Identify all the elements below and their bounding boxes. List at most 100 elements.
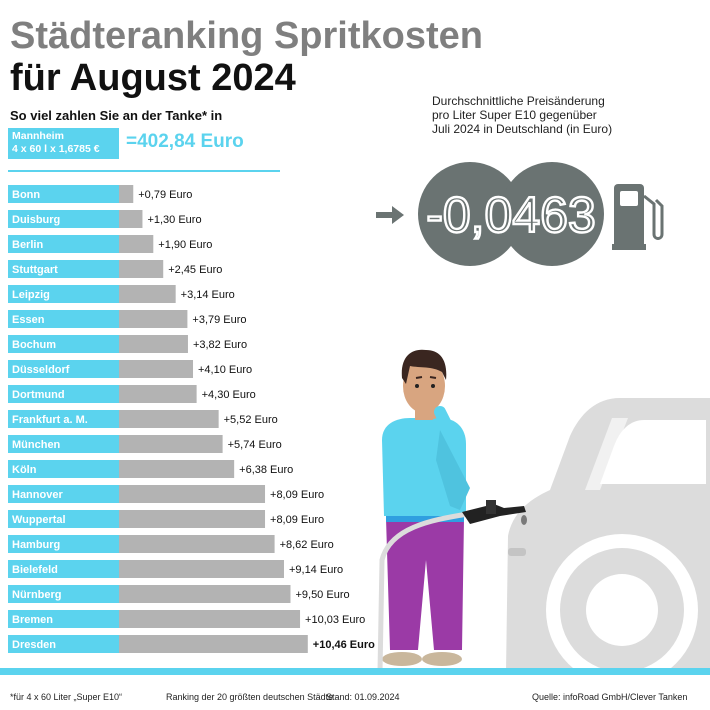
fuel-nozzle-icon (377, 500, 527, 673)
city-label: Düsseldorf (12, 364, 70, 376)
city-label: Bochum (12, 339, 56, 351)
city-label-box (8, 335, 119, 353)
value-label: +10,46 Euro (313, 639, 375, 651)
person-illustration (382, 349, 470, 666)
city-label-box (8, 185, 119, 203)
bar (119, 460, 235, 478)
city-label-box (8, 285, 119, 303)
city-label: Frankfurt a. M. (12, 414, 88, 426)
value-label: +5,52 Euro (224, 414, 278, 426)
price-change-description: Durchschnittliche Preisänderung pro Lite… (432, 94, 632, 136)
price-change-line-2: pro Liter Super E10 gegenüber (432, 108, 597, 122)
city-label: Berlin (12, 239, 43, 251)
bar-row: Bielefeld +9,14 Euro (8, 560, 343, 578)
bar-row: Frankfurt a. M. +5,52 Euro (8, 410, 278, 428)
bar (119, 635, 308, 653)
bar (119, 410, 219, 428)
bar (119, 310, 188, 328)
bar (119, 285, 176, 303)
city-label: Dresden (12, 639, 56, 651)
city-label: Dortmund (12, 389, 65, 401)
price-change-value: -0,0463 (426, 187, 596, 243)
bar-row: Berlin +1,90 Euro (8, 235, 212, 253)
baseline-city: Mannheim (12, 130, 64, 142)
baseline-box: Mannheim 4 x 60 l x 1,6785 € (8, 128, 119, 159)
title-line-1: Städteranking Spritkosten (10, 15, 483, 57)
bar (119, 435, 223, 453)
value-label: +1,90 Euro (158, 239, 212, 251)
value-label: +9,14 Euro (289, 564, 343, 576)
bar-row: Duisburg +1,30 Euro (8, 210, 202, 228)
bar-row: Bochum +3,82 Euro (8, 335, 247, 353)
city-label: München (12, 439, 61, 451)
city-label-box (8, 510, 119, 528)
bar-row: Hannover +8,09 Euro (8, 485, 324, 503)
city-label: Wuppertal (12, 514, 66, 526)
city-label-box (8, 360, 119, 378)
bar (119, 610, 301, 628)
value-label: +6,38 Euro (239, 464, 293, 476)
car-illustration (506, 398, 710, 686)
ranking-note: Ranking der 20 größten deutschen Städte (166, 692, 334, 702)
bar-row: Dresden +10,46 Euro (8, 635, 375, 653)
city-label: Köln (12, 464, 37, 476)
arrow-right-icon (376, 206, 404, 224)
title-line-2: für August 2024 (10, 57, 296, 99)
city-label: Hamburg (12, 539, 60, 551)
city-label: Bremen (12, 614, 53, 626)
city-label: Stuttgart (12, 264, 58, 276)
value-label: +8,09 Euro (270, 489, 324, 501)
price-display: -0,0463 (418, 162, 604, 266)
value-label: +4,30 Euro (202, 389, 256, 401)
bar (119, 385, 197, 403)
value-label: +8,62 Euro (280, 539, 334, 551)
city-label: Leipzig (12, 289, 50, 301)
bar (119, 535, 275, 553)
value-label: +3,14 Euro (181, 289, 235, 301)
value-label: +4,10 Euro (198, 364, 252, 376)
city-label-box (8, 385, 119, 403)
bar (119, 335, 188, 353)
bar (119, 235, 154, 253)
city-label-box (8, 560, 119, 578)
bar (119, 560, 284, 578)
city-label-box (8, 585, 119, 603)
city-label: Nürnberg (12, 589, 62, 601)
price-change-line-1: Durchschnittliche Preisänderung (432, 94, 605, 108)
bar-row: Dortmund +4,30 Euro (8, 385, 256, 403)
baseline-calculation: 4 x 60 l x 1,6785 € (12, 143, 100, 155)
bar (119, 260, 164, 278)
baseline-total: =402,84 Euro (126, 131, 244, 152)
date-note: Stand: 01.09.2024 (326, 692, 400, 702)
bar-row: Düsseldorf +4,10 Euro (8, 360, 252, 378)
city-label-box (8, 485, 119, 503)
bar-row: Hamburg +8,62 Euro (8, 535, 334, 553)
bar-row: Wuppertal +8,09 Euro (8, 510, 324, 528)
bar-row: Nürnberg +9,50 Euro (8, 585, 350, 603)
city-label-box (8, 410, 119, 428)
city-label-box (8, 535, 119, 553)
city-label-box (8, 235, 119, 253)
city-label: Duisburg (12, 214, 60, 226)
bar-row: Stuttgart +2,45 Euro (8, 260, 222, 278)
city-label: Bonn (12, 189, 40, 201)
footer-accent-line (0, 668, 710, 675)
value-label: +3,82 Euro (193, 339, 247, 351)
value-label: +10,03 Euro (305, 614, 365, 626)
bar-row: Essen +3,79 Euro (8, 310, 247, 328)
bar (119, 485, 266, 503)
city-label-box (8, 210, 119, 228)
bar-row: Leipzig +3,14 Euro (8, 285, 235, 303)
source-note: Quelle: infoRoad GmbH/Clever Tanken (532, 692, 688, 702)
value-label: +0,79 Euro (138, 189, 192, 201)
city-label: Hannover (12, 489, 63, 501)
bar-row: Bremen +10,03 Euro (8, 610, 365, 628)
bar-row: Köln +6,38 Euro (8, 460, 293, 478)
header-divider (8, 170, 280, 172)
bar (119, 185, 134, 203)
city-label-box (8, 310, 119, 328)
value-label: +5,74 Euro (228, 439, 282, 451)
value-label: +9,50 Euro (295, 589, 349, 601)
city-label: Essen (12, 314, 45, 326)
